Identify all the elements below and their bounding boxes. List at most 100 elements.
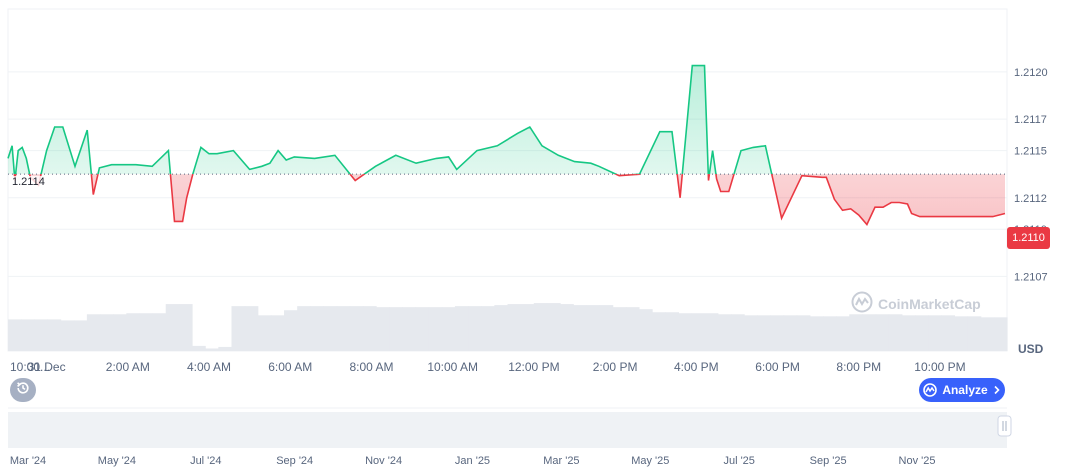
volume-bar (717, 314, 732, 351)
volume-bar (757, 315, 771, 351)
price-line-down (13, 174, 1006, 226)
volume-bar (297, 306, 311, 351)
volume-bar (8, 319, 22, 351)
history-button[interactable] (10, 378, 36, 402)
volume-bar (993, 317, 1008, 351)
navigator-tick-label: Nov '25 (899, 455, 936, 467)
volume-bar (126, 313, 141, 351)
volume-bar (573, 305, 587, 351)
volume-bar (914, 315, 929, 351)
volume-bar (310, 306, 325, 351)
volume-bar (415, 307, 430, 351)
x-tick-label: 12:00 PM (508, 360, 559, 374)
volume-bar (625, 307, 640, 351)
analyze-button[interactable]: Analyze (919, 378, 1005, 402)
price-area-up (8, 65, 1005, 175)
volume-bar (73, 320, 88, 351)
volume-bar (704, 313, 719, 351)
price-area-down (14, 174, 1005, 225)
volume-bar (520, 304, 535, 351)
chevron-right-icon (993, 385, 1001, 395)
volume-bar (323, 306, 338, 351)
x-tick-label: 6:00 PM (755, 360, 800, 374)
volume-bar (192, 345, 206, 351)
navigator-tick-label: May '25 (631, 455, 669, 467)
volume-bar (822, 316, 837, 351)
volume-bar (770, 315, 785, 351)
volume-bar (218, 346, 233, 351)
x-tick-label: 8:00 PM (836, 360, 881, 374)
volume-bar (113, 314, 127, 351)
volume-bar (533, 303, 548, 351)
volume-bar (362, 306, 377, 351)
volume-bar (665, 312, 679, 351)
coinmarketcap-watermark: CoinMarketCap (851, 291, 981, 316)
navigator-tick-label: Jan '25 (455, 455, 490, 467)
current-price-badge: 1.2110 (1007, 227, 1050, 249)
y-tick-label: 1.2115 (1014, 146, 1047, 158)
navigator-tick-label: Mar '24 (10, 455, 46, 467)
volume-bar (652, 312, 666, 351)
x-axis: 10:00...31 Dec 2:00 AM 4:00 AM 6:00 AM 8:00 … (10, 360, 966, 374)
navigator-axis: Mar '24 May '24 Jul '24 Sep '24 Nov '24 Jan '… (10, 455, 936, 467)
volume-bar (783, 315, 798, 351)
volume-bar (481, 306, 495, 351)
volume-bar (231, 306, 246, 351)
x-tick-label: 2:00 PM (593, 360, 638, 374)
volume-bar (244, 306, 259, 351)
currency-label: USD (1018, 342, 1044, 356)
x-tick-label: 2:00 AM (106, 360, 150, 374)
volume-bar (178, 304, 193, 351)
volume-bar (389, 307, 403, 351)
volume-bar (967, 316, 982, 351)
navigator-tick-label: Sep '25 (810, 455, 847, 467)
volume-bar (494, 305, 509, 351)
volume-bar (86, 314, 101, 351)
x-tick-label: 8:00 AM (349, 360, 393, 374)
volume-bar (888, 314, 903, 351)
x-tick-label: 4:00 AM (187, 360, 231, 374)
volume-bar (612, 307, 627, 351)
volume-bar (560, 304, 574, 351)
volume-bar (744, 315, 758, 351)
volume-bar (47, 319, 62, 351)
volume-bar (152, 313, 167, 351)
volume-bar (862, 314, 877, 351)
volume-bars (8, 303, 1008, 351)
y-tick-label: 1.2120 (1014, 67, 1048, 79)
volume-bar (546, 303, 561, 351)
volume-bar (336, 306, 351, 351)
volume-bar (441, 307, 456, 351)
volume-bar (257, 315, 272, 351)
watermark-text: CoinMarketCap (878, 295, 981, 312)
volume-bar (678, 313, 693, 351)
history-icon (15, 380, 31, 401)
price-area (8, 65, 1005, 225)
volume-bar (205, 348, 219, 351)
y-tick-label: 1.2107 (1014, 271, 1048, 283)
volume-bar (60, 320, 75, 351)
volume-bar (599, 305, 614, 351)
volume-bar (21, 319, 35, 351)
analyze-icon (923, 383, 938, 397)
volume-bar (468, 306, 482, 351)
volume-bar (454, 306, 469, 351)
volume-bar (586, 305, 601, 351)
navigator-tick-label: Sep '24 (276, 455, 313, 467)
volume-bar (270, 315, 285, 351)
price-line (7, 64, 1006, 226)
volume-bar (941, 315, 956, 351)
x-tick-label: 6:00 AM (268, 360, 312, 374)
navigator-handle-icon[interactable] (997, 415, 1012, 437)
navigator-tick-label: Jul '24 (190, 455, 221, 467)
y-tick-label: 1.2117 (1014, 114, 1047, 126)
price-line-up (7, 64, 773, 175)
navigator-tick-label: Jul '25 (723, 455, 754, 467)
x-tick-label: 4:00 PM (674, 360, 719, 374)
volume-bar (928, 315, 942, 351)
volume-bar (507, 304, 522, 351)
volume-bar (836, 316, 850, 351)
volume-bar (428, 307, 443, 351)
